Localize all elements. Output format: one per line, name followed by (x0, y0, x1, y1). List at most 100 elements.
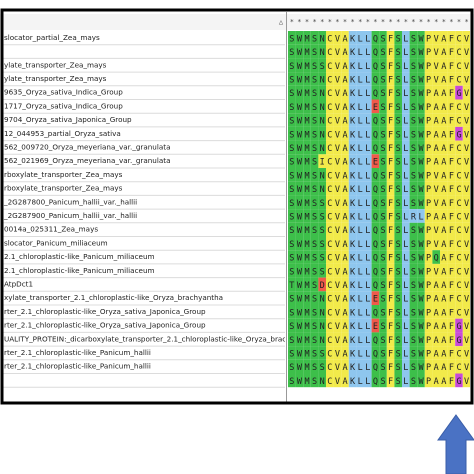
residue-cell (303, 44, 311, 59)
residue-cell (455, 346, 463, 360)
residue-cell (341, 291, 349, 305)
residue-cell (386, 31, 395, 45)
residue-cell (379, 85, 387, 100)
residue-cell (402, 140, 410, 155)
residue-cell (462, 222, 470, 237)
residue-cell (364, 263, 372, 278)
residue-cell (318, 373, 326, 388)
residue-cell (432, 72, 440, 86)
residue-cell (371, 85, 380, 100)
residue-cell (417, 263, 425, 278)
residue-cell (402, 305, 410, 319)
residue-cell (409, 99, 418, 114)
residue-cell (447, 209, 456, 223)
residue-cell (326, 305, 334, 319)
residue-cell (432, 209, 440, 223)
residue-cell (371, 140, 380, 155)
residue-cell (295, 222, 304, 237)
residue-cell (417, 44, 425, 59)
residue-cell (356, 250, 364, 264)
residue-cell (318, 277, 326, 292)
residue-cell (447, 140, 456, 155)
residue-cell (333, 346, 342, 360)
residue-cell (295, 263, 304, 278)
residue-cell (318, 359, 326, 374)
residue-cell (303, 154, 311, 168)
residue-cell (386, 44, 395, 59)
residue-cell (326, 291, 334, 305)
residue-cell (371, 250, 380, 264)
residue-cell (295, 373, 304, 388)
residue-cell (447, 168, 456, 182)
residue-cell (409, 236, 418, 251)
residue-cell (341, 373, 349, 388)
residue-cell (402, 373, 410, 388)
residue-cell (303, 99, 311, 114)
row-label: 9704_Oryza_sativa_Japonica_Group (4, 115, 132, 124)
residue-cell (295, 181, 304, 196)
residue-cell (348, 373, 357, 388)
residue-cell (447, 236, 456, 251)
residue-cell (348, 346, 357, 360)
residue-cell (326, 85, 334, 100)
residue-cell (379, 31, 387, 45)
residue-cell (310, 44, 319, 59)
residue-cell (348, 168, 357, 182)
residue-cell (417, 318, 425, 333)
residue-cell (371, 58, 380, 73)
residue-cell (432, 263, 440, 278)
residue-cell (402, 113, 410, 127)
residue-cell (462, 346, 470, 360)
residue-cell (379, 195, 387, 210)
residue-cell (341, 305, 349, 319)
residue-cell (379, 222, 387, 237)
sort-icon[interactable]: △ (279, 18, 284, 26)
residue-cell (402, 31, 410, 45)
sequence-pane: S W M S N C V A K L L Q S F S L S W P V A F C V S W M S N C V A K L L Q S F S L… (288, 31, 470, 388)
residue-cell (440, 58, 448, 73)
residue-cell (394, 181, 402, 196)
residue-cell (424, 250, 433, 264)
residue-cell (295, 359, 304, 374)
residue-cell (310, 291, 319, 305)
residue-cell (310, 140, 319, 155)
residue-cell (386, 250, 395, 264)
residue-cell (424, 181, 433, 196)
residue-cell (447, 346, 456, 360)
residue-cell (356, 181, 364, 196)
residue-cell (424, 222, 433, 237)
residue-cell (326, 58, 334, 73)
residue-cell (402, 209, 410, 223)
residue-cell (447, 44, 456, 59)
residue-cell (417, 72, 425, 86)
residue-cell (394, 332, 402, 347)
residue-cell (402, 85, 410, 100)
residue-cell (417, 291, 425, 305)
residue-cell (455, 58, 463, 73)
residue-cell (447, 318, 456, 333)
residue-cell (462, 291, 470, 305)
residue-cell (424, 113, 433, 127)
residue-cell (341, 85, 349, 100)
residue-cell (386, 373, 395, 388)
residue-cell (348, 126, 357, 141)
residue-cell (333, 85, 342, 100)
residue-cell (409, 359, 418, 374)
residue-cell (447, 181, 456, 196)
row-label: rboxylate_transporter_Zea_mays (4, 184, 123, 193)
residue-cell (440, 263, 448, 278)
residue-cell (356, 318, 364, 333)
residue-cell (303, 359, 311, 374)
residue-cell (379, 318, 387, 333)
residue-cell (462, 168, 470, 182)
residue-cell (424, 346, 433, 360)
residue-cell (386, 277, 395, 292)
